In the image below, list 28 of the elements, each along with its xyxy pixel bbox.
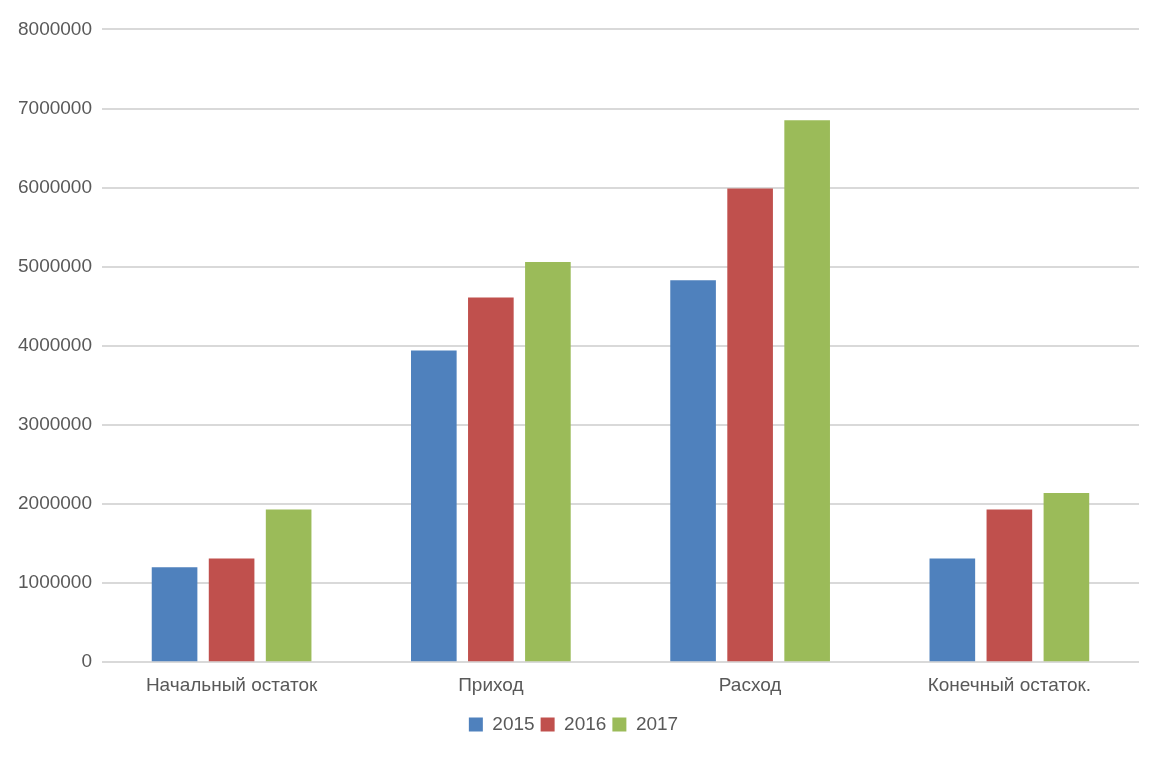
bar bbox=[1043, 492, 1090, 662]
x-tick-label: Приход bbox=[458, 673, 524, 695]
bar bbox=[265, 509, 312, 662]
bar bbox=[727, 188, 773, 662]
y-tick-label: 4000000 bbox=[18, 334, 92, 356]
bar bbox=[986, 509, 1033, 662]
bar bbox=[525, 261, 571, 662]
bar bbox=[151, 567, 198, 662]
x-tick-label: Расход bbox=[718, 673, 782, 695]
y-tick-label: 5000000 bbox=[18, 254, 92, 276]
y-tick-label: 0 bbox=[81, 650, 92, 672]
bar bbox=[784, 120, 830, 662]
bar bbox=[929, 558, 976, 662]
x-tick-label: Конечный остаток. bbox=[927, 673, 1092, 695]
y-tick-label: 6000000 bbox=[18, 175, 92, 197]
bar bbox=[468, 297, 514, 662]
legend-label: 2015 bbox=[492, 712, 535, 734]
y-tick-label: 3000000 bbox=[18, 413, 92, 435]
y-tick-label: 2000000 bbox=[18, 492, 92, 514]
x-tick-label: Начальный остаток bbox=[145, 673, 318, 695]
y-tick-label: 1000000 bbox=[18, 571, 92, 593]
bar bbox=[208, 558, 255, 662]
y-tick-label: 8000000 bbox=[18, 17, 92, 39]
bar bbox=[670, 280, 716, 662]
y-tick-label: 7000000 bbox=[18, 96, 92, 118]
legend-label: 2017 bbox=[635, 712, 679, 734]
legend-label: 2016 bbox=[564, 712, 607, 734]
bar bbox=[411, 350, 457, 662]
